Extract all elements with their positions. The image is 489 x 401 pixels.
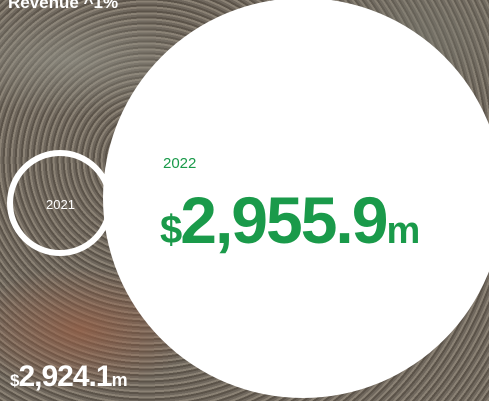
infographic: Revenue ^1% 2021 2022 $2,955.9m $2,924.1… — [0, 0, 489, 401]
amount: 2,924.1 — [18, 360, 111, 393]
unit: m — [386, 210, 420, 252]
current-revenue: $2,955.9m — [160, 182, 420, 258]
previous-year: 2021 — [46, 197, 75, 212]
current-year: 2022 — [163, 155, 196, 172]
currency: $ — [160, 208, 180, 252]
previous-revenue: $2,924.1m — [10, 360, 127, 394]
amount: 2,955.9 — [180, 183, 386, 257]
unit: m — [112, 370, 127, 390]
title: Revenue ^1% — [8, 0, 118, 13]
